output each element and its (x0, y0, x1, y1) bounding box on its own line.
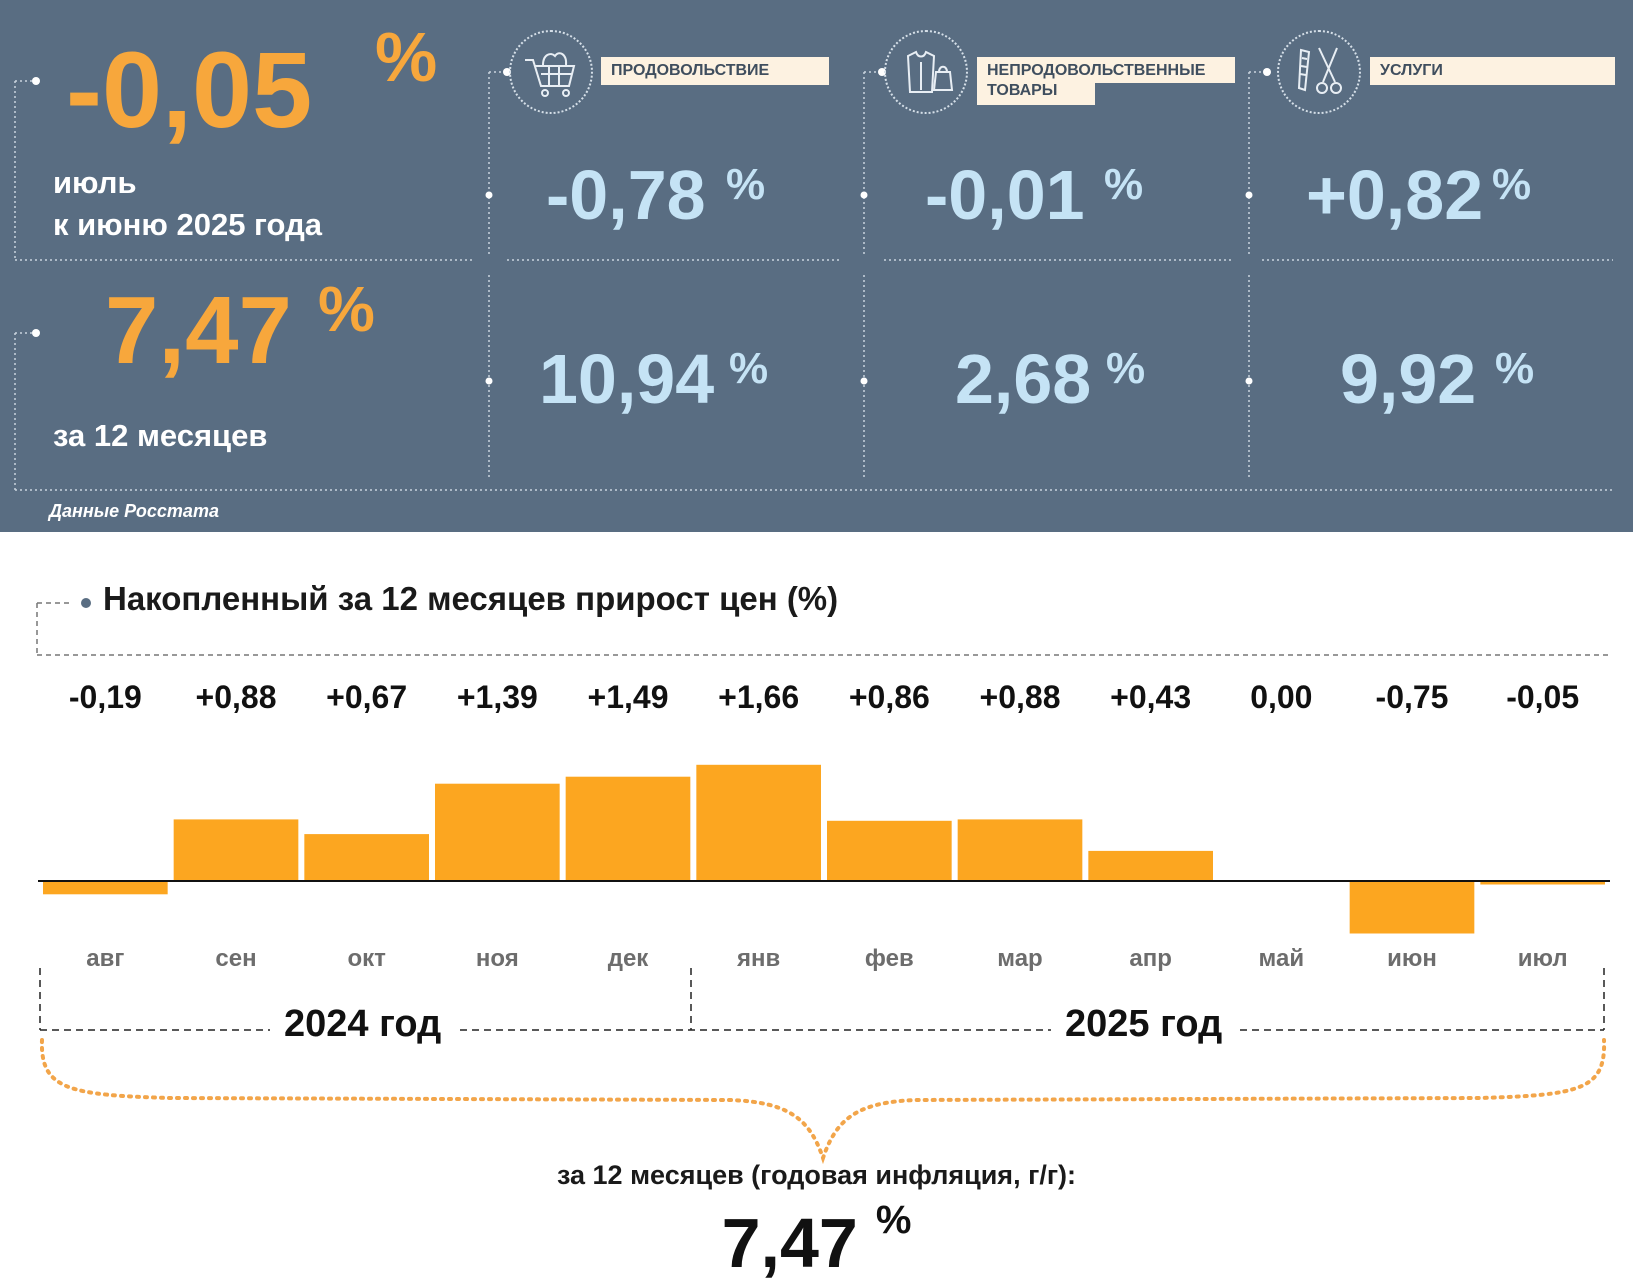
inflation-summary-panel: -0,05 % июль к июню 2025 года 7,47 % за … (0, 0, 1633, 532)
month-label-авг: авг (86, 945, 124, 972)
services-annual-unit: % (1495, 344, 1535, 393)
value-label-ноя: +1,39 (457, 679, 538, 715)
bar-июн (1349, 881, 1475, 934)
comb-scissors-icon (1277, 30, 1361, 114)
annual-inflation-total-unit: % (875, 1198, 912, 1242)
bar-фев (827, 820, 952, 881)
chart-title: Накопленный за 12 месяцев прирост цен (%… (103, 580, 839, 617)
services-annual-value: 9,92 (1340, 340, 1477, 418)
category-nonfood-label-line1: НЕПРОДОВОЛЬСТВЕННЫЕ (977, 57, 1235, 83)
food-monthly-unit: % (726, 160, 766, 209)
value-label-июл: -0,05 (1506, 679, 1579, 715)
value-label-фев: +0,86 (849, 679, 930, 715)
month-label-сен: сен (215, 945, 256, 972)
value-label-апр: +0,43 (1110, 679, 1191, 715)
value-label-мар: +0,88 (980, 679, 1061, 715)
monthly-inflation-value: -0,05 (66, 29, 313, 150)
bar-июл (1480, 881, 1605, 885)
annual-inflation-total: 7,47% (0, 1198, 1633, 1283)
clothing-bag-icon (884, 30, 968, 114)
monthly-period-line1: июль (53, 165, 137, 200)
bar-дек (565, 776, 691, 881)
nonfood-annual-unit: % (1106, 344, 1146, 393)
month-label-фев: фев (865, 945, 914, 972)
value-label-авг: -0,19 (69, 679, 142, 715)
month-label-апр: апр (1129, 945, 1172, 972)
services-monthly-value: +0,82 (1306, 156, 1484, 234)
value-label-окт: +0,67 (326, 679, 407, 715)
month-label-июл: июл (1518, 945, 1568, 972)
bar-окт (304, 834, 429, 881)
month-label-дек: дек (608, 945, 650, 972)
month-label-мар: мар (997, 945, 1042, 972)
bar-мар (957, 819, 1083, 881)
category-services-label: УСЛУГИ (1370, 57, 1615, 85)
food-annual-unit: % (729, 344, 769, 393)
annual-inflation-caption: за 12 месяцев (годовая инфляция, г/г): (556, 1160, 1077, 1190)
bar-апр (1088, 850, 1213, 881)
bar-авг (43, 881, 168, 895)
category-food-label: ПРОДОВОЛЬСТВИЕ (601, 57, 829, 85)
monthly-period-line2: к июню 2025 года (53, 207, 322, 242)
bar-сен (173, 819, 299, 881)
panel-connectors (14, 68, 1613, 491)
month-label-окт: окт (347, 945, 386, 972)
year-label-2024: 2024 год (270, 1003, 456, 1046)
value-label-янв: +1,66 (718, 679, 799, 715)
month-label-июн: июн (1387, 945, 1437, 972)
annual-inflation-value: 7,47 (105, 277, 292, 384)
data-source-note: Данные Росстата (49, 501, 219, 521)
food-annual-value: 10,94 (539, 340, 715, 418)
bar-янв (696, 764, 821, 881)
services-monthly-unit: % (1492, 160, 1532, 209)
annual-period-caption: за 12 месяцев (53, 418, 268, 453)
nonfood-annual-value: 2,68 (955, 340, 1092, 418)
category-nonfood-label-line2: ТОВАРЫ (977, 81, 1095, 105)
nonfood-monthly-value: -0,01 (925, 156, 1085, 234)
nonfood-monthly-unit: % (1104, 160, 1144, 209)
food-monthly-value: -0,78 (546, 156, 706, 234)
annual-inflation-total-value: 7,47 (721, 1204, 858, 1282)
bar-ноя (435, 783, 560, 881)
month-label-май: май (1259, 945, 1305, 972)
shopping-cart-icon (509, 30, 593, 114)
value-label-дек: +1,49 (588, 679, 669, 715)
annual-inflation-unit: % (318, 273, 375, 345)
monthly-inflation-unit: % (375, 18, 438, 96)
year-label-2025: 2025 год (1051, 1003, 1237, 1046)
value-label-июн: -0,75 (1376, 679, 1449, 715)
value-label-май: 0,00 (1250, 679, 1312, 715)
value-label-сен: +0,88 (196, 679, 277, 715)
month-label-янв: янв (736, 945, 780, 972)
month-label-ноя: ноя (476, 945, 519, 972)
